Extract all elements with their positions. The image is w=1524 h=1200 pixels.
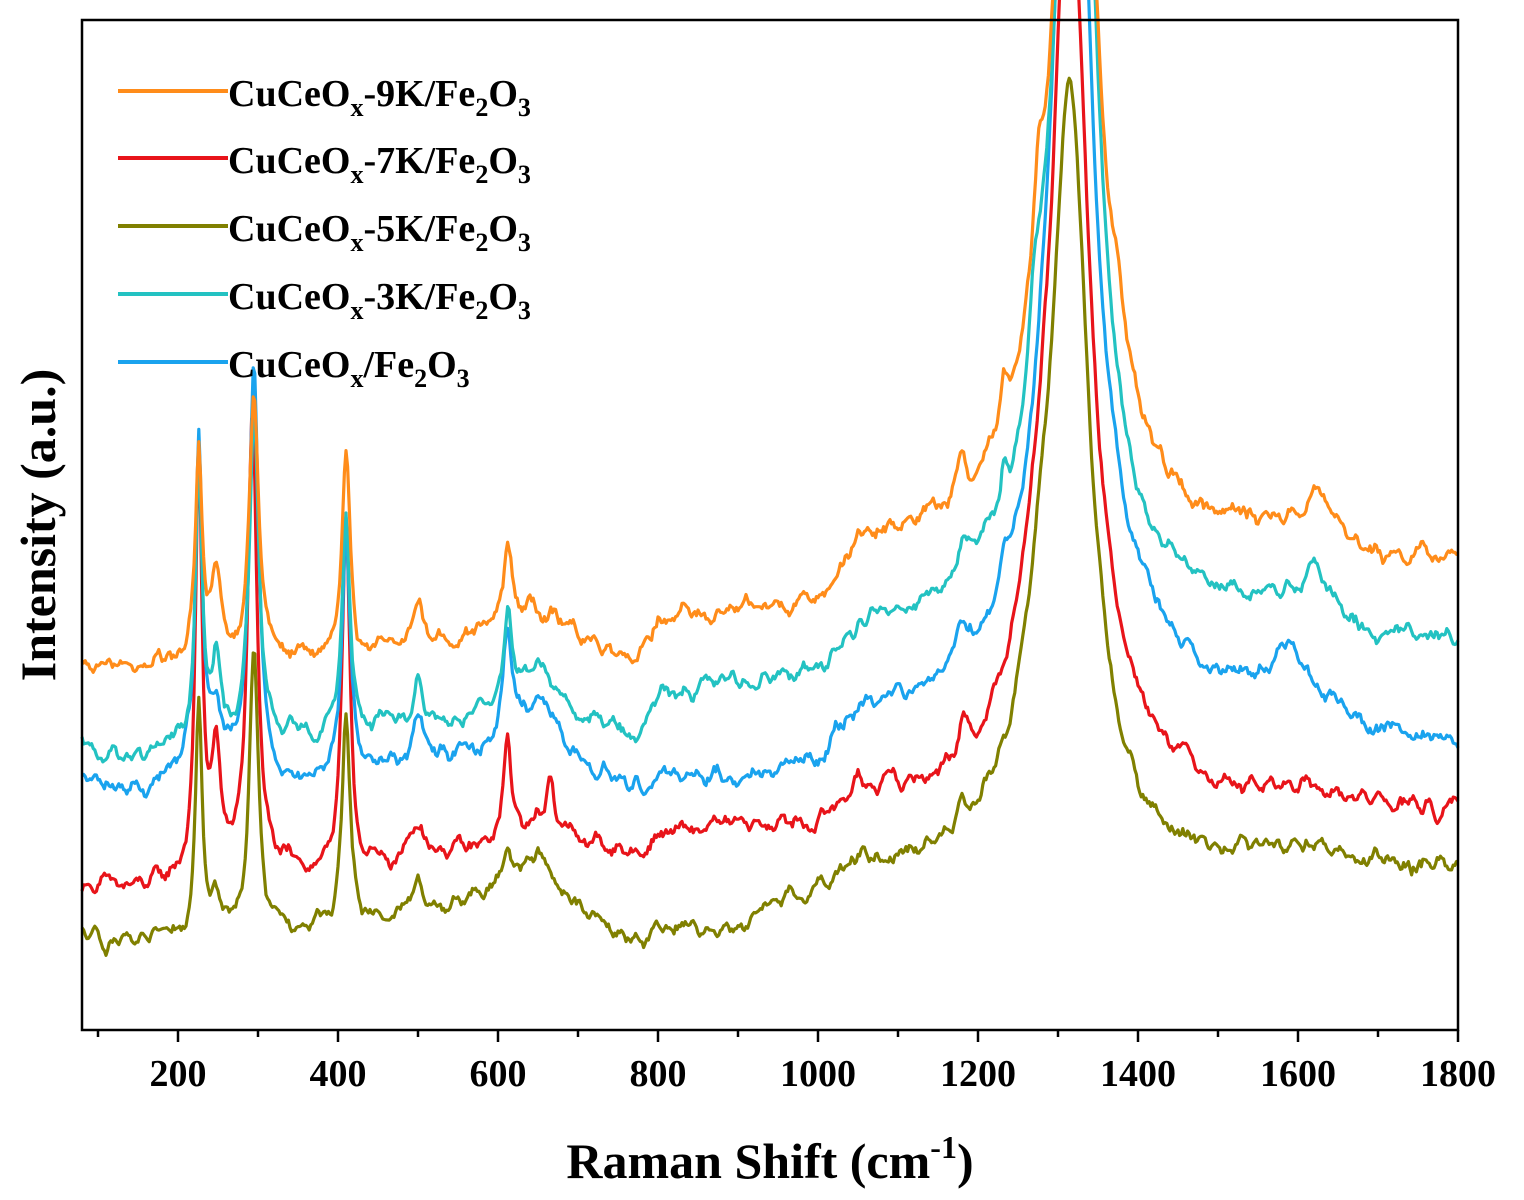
x-tick-label-1000: 1000 xyxy=(780,1053,856,1095)
legend-item-base: CuCeOx/Fe2O3 xyxy=(118,344,470,393)
legend-label-9k: CuCeOx-9K/Fe2O3 xyxy=(228,73,531,122)
series-layer xyxy=(80,0,1460,957)
y-axis-title: Intensity (a.u.) xyxy=(10,369,66,682)
x-tick-label-1800: 1800 xyxy=(1420,1053,1496,1095)
legend-item-9k: CuCeOx-9K/Fe2O3 xyxy=(118,73,531,122)
x-tick-label-600: 600 xyxy=(470,1053,527,1095)
series-line-s0 xyxy=(81,0,1460,799)
x-tick-label-400: 400 xyxy=(310,1053,367,1095)
x-tick-label-1600: 1600 xyxy=(1260,1053,1336,1095)
x-axis-ticks: 200 400 600 800 1000 1200 1400 1600 1800 xyxy=(96,1030,1496,1095)
legend-item-7k: CuCeOx-7K/Fe2O3 xyxy=(118,140,531,189)
x-axis-title-sup: -1 xyxy=(930,1129,957,1165)
series-line-s9k xyxy=(80,0,1460,674)
x-tick-label-800: 800 xyxy=(630,1053,687,1095)
legend-item-5k: CuCeOx-5K/Fe2O3 xyxy=(118,208,531,257)
x-tick-label-1400: 1400 xyxy=(1100,1053,1176,1095)
plot-frame xyxy=(80,18,1460,1032)
legend-item-3k: CuCeOx-3K/Fe2O3 xyxy=(118,276,531,325)
series-line-s7k xyxy=(80,0,1460,895)
legend: CuCeOx-9K/Fe2O3 CuCeOx-7K/Fe2O3 CuCeOx-5… xyxy=(118,73,531,393)
x-axis-title: Raman Shift (cm-1) xyxy=(566,1129,973,1189)
series-line-s5k xyxy=(80,76,1459,957)
x-axis-title-close: ) xyxy=(957,1133,974,1189)
legend-label-3k: CuCeOx-3K/Fe2O3 xyxy=(228,276,531,325)
legend-label-7k: CuCeOx-7K/Fe2O3 xyxy=(228,140,531,189)
legend-label-5k: CuCeOx-5K/Fe2O3 xyxy=(228,208,531,257)
x-tick-label-200: 200 xyxy=(150,1053,207,1095)
x-tick-label-1200: 1200 xyxy=(940,1053,1016,1095)
series-line-s3k xyxy=(80,0,1460,764)
legend-label-base: CuCeOx/Fe2O3 xyxy=(228,344,470,393)
x-axis-title-main: Raman Shift (cm xyxy=(566,1133,930,1189)
